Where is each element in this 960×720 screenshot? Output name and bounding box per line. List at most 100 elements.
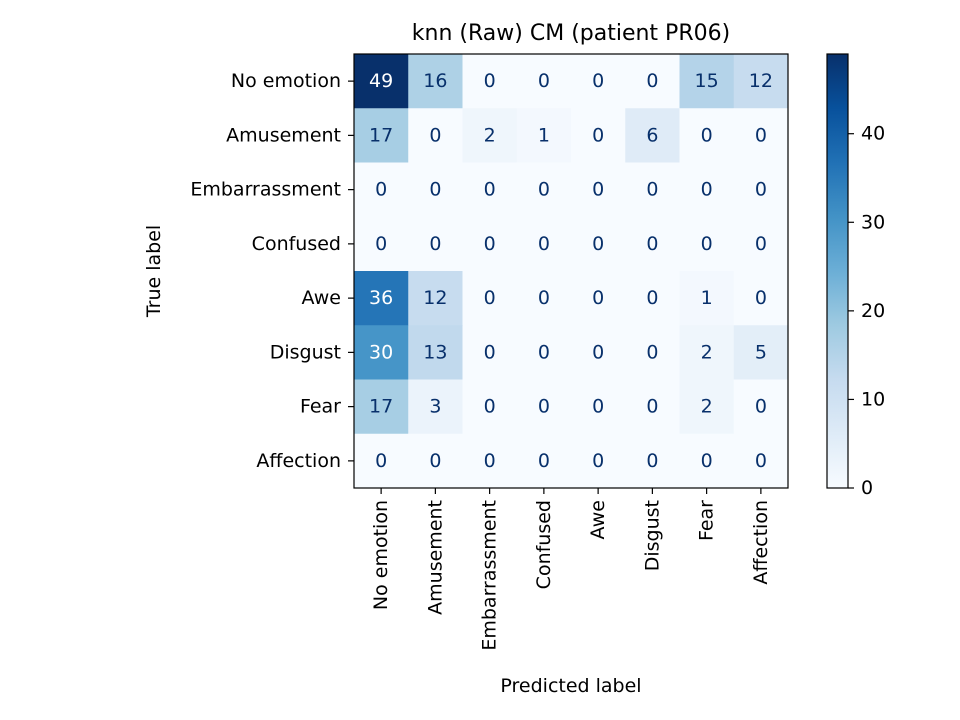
heatmap-cell: [408, 271, 463, 326]
heatmap-cell: [571, 379, 626, 435]
cell-value-label: 0: [538, 450, 550, 472]
colorbar: [826, 53, 849, 489]
heatmap-cell: [462, 271, 518, 326]
cell-value-label: 0: [538, 396, 550, 418]
heatmap-cell: [679, 108, 735, 163]
cell-value-label: 0: [484, 287, 496, 309]
heatmap-cell: [625, 325, 680, 380]
cell-value-label: 3: [429, 396, 441, 418]
heatmap-cell: [462, 216, 518, 272]
cell-value-label: 2: [701, 396, 713, 418]
heatmap-cell: [733, 108, 789, 163]
heatmap-cell: [571, 162, 626, 218]
y-tick-label: No emotion: [231, 70, 341, 92]
heatmap-cell: [625, 379, 680, 435]
cell-value-label: 0: [375, 233, 387, 255]
y-tick-label: Amusement: [226, 124, 341, 146]
heatmap-cell: [733, 271, 789, 326]
heatmap-cell: [408, 216, 463, 272]
heatmap-cell: [571, 325, 626, 380]
cell-value-label: 15: [695, 70, 719, 92]
cell-value-label: 0: [592, 287, 604, 309]
heatmap-cell: [462, 433, 518, 489]
heatmap-cells: [354, 54, 789, 489]
heatmap-cell: [679, 216, 735, 272]
heatmap-cell-labels: 49 16 0 0 0 0 15 12 17 0 2 1 0 6 0 0 0 0 0 0 0 0 0 0 0 0 0 0 0 0 0 0 36 1…: [369, 70, 773, 472]
heatmap-cell: [679, 433, 735, 489]
cell-value-label: 0: [538, 287, 550, 309]
cell-value-label: 0: [538, 341, 550, 363]
colorbar-tick-label: 10: [861, 388, 885, 410]
cell-value-label: 0: [484, 396, 496, 418]
heatmap-cell: [516, 433, 572, 489]
cell-value-label: 0: [592, 70, 604, 92]
cell-value-label: 0: [429, 179, 441, 201]
x-axis-label: Predicted label: [500, 675, 641, 697]
cell-value-label: 17: [369, 396, 393, 418]
cell-value-label: 0: [646, 341, 658, 363]
heatmap-cell: [354, 54, 409, 109]
heatmap-cell: [733, 325, 789, 380]
x-tick-label: Awe: [587, 500, 609, 539]
x-tick-label: No emotion: [370, 500, 392, 610]
chart-title: knn (Raw) CM (patient PR06): [412, 21, 730, 46]
cell-value-label: 0: [592, 179, 604, 201]
heatmap-cell: [625, 433, 680, 489]
heatmap-cell: [354, 271, 409, 326]
cell-value-label: 0: [755, 450, 767, 472]
cell-value-label: 1: [701, 287, 713, 309]
cell-value-label: 6: [646, 124, 658, 146]
cell-value-label: 0: [646, 396, 658, 418]
heatmap-cell: [408, 162, 463, 218]
cell-value-label: 0: [701, 179, 713, 201]
y-axis-ticks: No emotion Amusement Embarrassment Confused…: [190, 70, 354, 472]
cell-value-label: 0: [646, 70, 658, 92]
cell-value-label: 16: [423, 70, 447, 92]
heatmap-cell: [462, 379, 518, 435]
heatmap-cell: [516, 54, 572, 109]
x-tick-label: Amusement: [424, 500, 446, 615]
cell-value-label: 17: [369, 124, 393, 146]
cell-value-label: 0: [755, 124, 767, 146]
cell-value-label: 0: [646, 179, 658, 201]
colorbar-tick-label: 40: [861, 123, 885, 145]
cell-value-label: 0: [701, 124, 713, 146]
heatmap-cell: [354, 379, 409, 435]
heatmap-cell: [462, 325, 518, 380]
cell-value-label: 0: [484, 70, 496, 92]
cell-value-label: 49: [369, 70, 393, 92]
heatmap-cell: [733, 216, 789, 272]
y-axis-label: True label: [143, 225, 165, 318]
heatmap-cell: [625, 108, 680, 163]
heatmap-cell: [408, 108, 463, 163]
heatmap-cell: [571, 433, 626, 489]
cell-value-label: 0: [429, 233, 441, 255]
cell-value-label: 36: [369, 287, 393, 309]
heatmap-cell: [354, 433, 409, 489]
cell-value-label: 13: [423, 341, 447, 363]
heatmap-cell: [625, 216, 680, 272]
cell-value-label: 0: [592, 396, 604, 418]
heatmap-cell: [462, 108, 518, 163]
cell-value-label: 12: [423, 287, 447, 309]
cell-value-label: 0: [701, 450, 713, 472]
heatmap-cell: [462, 54, 518, 109]
colorbar-tick-label: 0: [861, 477, 873, 499]
x-tick-label: Disgust: [641, 500, 663, 571]
heatmap-cell: [516, 108, 572, 163]
heatmap-cell: [408, 54, 463, 109]
cell-value-label: 0: [755, 179, 767, 201]
cell-value-label: 0: [646, 450, 658, 472]
x-tick-label: Fear: [696, 500, 718, 541]
heatmap-cell: [354, 108, 409, 163]
cell-value-label: 0: [375, 179, 387, 201]
y-tick-label: Awe: [302, 287, 341, 309]
x-tick-label: Affection: [750, 500, 772, 585]
heatmap-cell: [625, 54, 680, 109]
heatmap-cell: [516, 162, 572, 218]
heatmap-cell: [354, 216, 409, 272]
y-tick-label: Affection: [256, 450, 341, 472]
heatmap-cell: [571, 54, 626, 109]
x-tick-label: Confused: [533, 500, 555, 589]
colorbar-tick-label: 20: [861, 300, 885, 322]
